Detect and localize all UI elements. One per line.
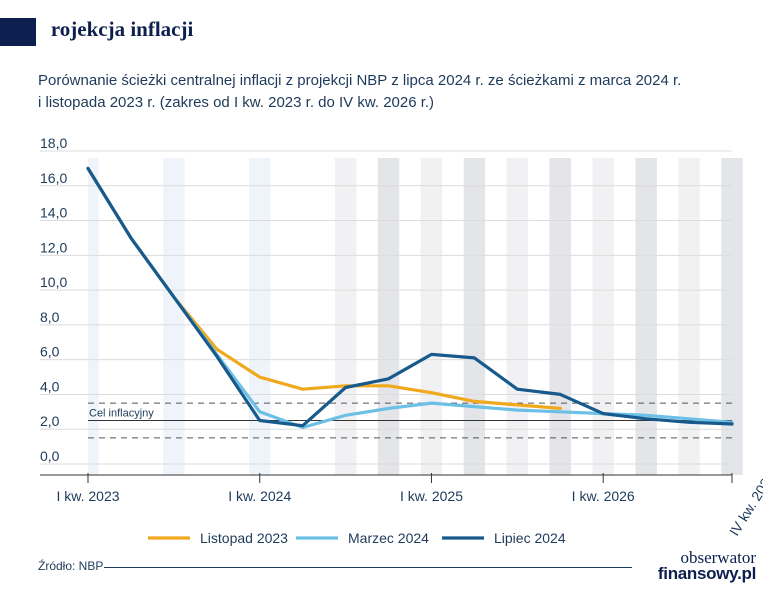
series-line-1 bbox=[86, 166, 562, 410]
subtitle-line-1: Porównanie ścieżki centralnej inflacji z… bbox=[38, 72, 682, 89]
chart-subtitle: Porównanie ścieżki centralnej inflacji z… bbox=[38, 70, 738, 114]
series-line-3 bbox=[86, 166, 734, 428]
x-axis: I kw. 2023 I kw. 2024 I kw. 2025 I kw. 2026… bbox=[40, 469, 763, 539]
y-tick-label: 12,0 bbox=[40, 239, 67, 255]
quarter-band bbox=[506, 158, 529, 475]
title-accent-bar bbox=[0, 18, 36, 46]
logo-line-1: obserwator bbox=[680, 548, 756, 567]
legend-label: Marzec 2024 bbox=[348, 530, 429, 546]
legend-label: Listopad 2023 bbox=[200, 530, 288, 546]
x-tick-label: I kw. 2025 bbox=[400, 488, 463, 504]
chart-legend: Listopad 2023 Marzec 2024 Lipiec 2024 bbox=[148, 530, 566, 546]
x-tick-label: I kw. 2024 bbox=[228, 488, 291, 504]
quarter-band bbox=[88, 158, 99, 475]
quarter-band bbox=[592, 158, 614, 475]
y-tick-label: 4,0 bbox=[40, 378, 60, 394]
x-tick-label: I kw. 2026 bbox=[572, 488, 635, 504]
inflation-target: Cel inflacyjny bbox=[88, 402, 732, 439]
quarter-band bbox=[463, 158, 486, 475]
y-tick-label: 18,0 bbox=[40, 135, 67, 151]
quarter-band bbox=[635, 158, 657, 475]
series-lines bbox=[86, 166, 734, 430]
y-tick-label: 0,0 bbox=[40, 448, 60, 464]
brand-logo: obserwator finansowy.pl bbox=[646, 548, 756, 583]
quarter-band bbox=[377, 158, 400, 475]
source-divider bbox=[104, 567, 632, 568]
y-tick-label: 14,0 bbox=[40, 205, 67, 221]
quarter-band bbox=[163, 158, 185, 475]
source-note: Źródło: NBP bbox=[38, 559, 104, 573]
y-axis-ticks: 0,0 2,0 4,0 6,0 8,0 10,0 12,0 14,0 16,0 18,0 bbox=[40, 135, 67, 464]
quarter-band bbox=[678, 158, 700, 475]
y-tick-label: 10,0 bbox=[40, 274, 67, 290]
quarter-band bbox=[549, 158, 571, 475]
grid-lines bbox=[40, 150, 732, 465]
target-label: Cel inflacyjny bbox=[89, 408, 154, 420]
y-tick-label: 16,0 bbox=[40, 170, 67, 186]
y-tick-label: 6,0 bbox=[40, 344, 60, 360]
y-tick-label: 8,0 bbox=[40, 309, 60, 325]
quarter-band bbox=[334, 158, 357, 475]
quarter-band bbox=[721, 158, 743, 475]
title-rest: rojekcja inflacji bbox=[50, 17, 194, 41]
logo-line-2: finansowy.pl bbox=[657, 564, 756, 583]
title-first-letter: P bbox=[38, 17, 51, 41]
quarter-band bbox=[249, 158, 271, 475]
quarter-band bbox=[420, 158, 443, 475]
page-title: Projekcja inflacji bbox=[38, 17, 193, 42]
subtitle-line-2: i listopada 2023 r. (zakres od I kw. 202… bbox=[38, 94, 435, 111]
y-tick-label: 2,0 bbox=[40, 413, 60, 429]
x-tick-label: I kw. 2023 bbox=[56, 488, 119, 504]
legend-label: Lipiec 2024 bbox=[494, 530, 566, 546]
